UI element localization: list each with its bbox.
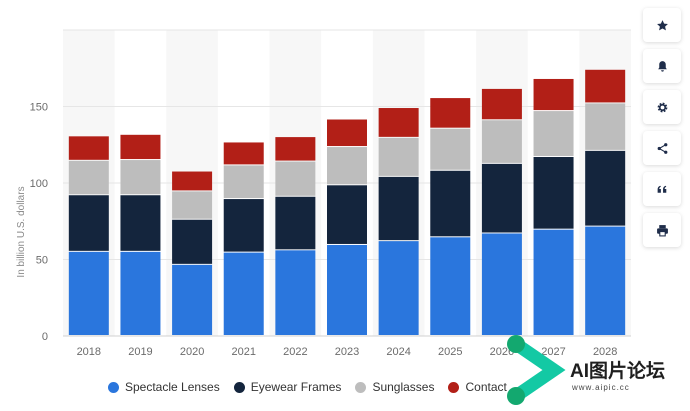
bar-segment[interactable] [430, 98, 471, 128]
bar-segment[interactable] [223, 252, 264, 335]
bar-segment[interactable] [378, 137, 419, 176]
x-tick-label: 2019 [128, 346, 152, 358]
bar-segment[interactable] [481, 163, 522, 233]
y-tick-label: 50 [36, 255, 48, 267]
bar-segment[interactable] [585, 103, 626, 150]
y-axis-label: In billion U.S. dollars [16, 186, 27, 277]
x-tick-label: 2028 [593, 346, 617, 358]
bar-segment[interactable] [68, 136, 109, 160]
bar-segment[interactable] [275, 250, 316, 335]
bars [68, 69, 626, 335]
watermark-url: www.aipic.cc [572, 383, 630, 392]
x-tick-label: 2018 [77, 346, 101, 358]
legend-label: Eyewear Frames [250, 380, 342, 394]
y-tick-label: 150 [30, 102, 48, 114]
x-tick-label: 2024 [386, 346, 410, 358]
bar-segment[interactable] [585, 226, 626, 335]
bar-segment[interactable] [430, 237, 471, 335]
legend-label: Sunglasses [372, 380, 435, 394]
bar-segment[interactable] [430, 128, 471, 170]
favorite-button[interactable] [643, 8, 681, 42]
bar-segment[interactable] [223, 165, 264, 199]
notification-button[interactable] [643, 49, 681, 83]
bar-segment[interactable] [327, 147, 367, 185]
legend-label: Spectacle Lenses [125, 380, 220, 394]
bar-segment[interactable] [481, 88, 522, 120]
bar-segment[interactable] [68, 195, 109, 251]
legend-item-eyewear-frames[interactable]: Eyewear Frames [233, 380, 342, 394]
bar-segment[interactable] [378, 241, 419, 335]
bar-segment[interactable] [120, 251, 161, 335]
y-tick-label: 0 [42, 331, 48, 343]
x-tick-label: 2027 [541, 346, 565, 358]
gear-icon [657, 102, 667, 112]
cite-button[interactable] [643, 172, 681, 206]
x-tick-label: 2025 [438, 346, 462, 358]
x-axis-ticks: 2018 2019 2020 2021 2022 2023 2024 2025 2026 2027… [77, 346, 618, 358]
bar-segment[interactable] [68, 160, 109, 195]
bar-segment[interactable] [533, 229, 574, 335]
legend: Spectacle Lenses Eyewear Frames Sunglass… [108, 376, 508, 398]
legend-swatch [233, 381, 245, 393]
bar-segment[interactable] [533, 111, 574, 156]
star-icon [656, 19, 668, 30]
bar-segment[interactable] [223, 142, 264, 165]
x-tick-label: 2022 [283, 346, 307, 358]
bar-segment[interactable] [172, 264, 213, 335]
y-axis-ticks: 0 50 100 150 [30, 102, 48, 344]
bar-segment[interactable] [120, 195, 161, 251]
bar-segment[interactable] [327, 119, 367, 147]
bar-segment[interactable] [481, 120, 522, 163]
watermark-text: AI图片论坛 [570, 361, 666, 382]
quote-icon [657, 185, 666, 193]
bar-segment[interactable] [223, 199, 264, 252]
chart-toolbar [643, 8, 683, 247]
x-tick-label: 2023 [335, 346, 359, 358]
share-button[interactable] [643, 131, 681, 165]
bar-segment[interactable] [585, 69, 626, 103]
bar-segment[interactable] [378, 176, 419, 241]
bar-segment[interactable] [120, 134, 161, 160]
bar-segment[interactable] [378, 108, 419, 137]
watermark-logo [507, 335, 566, 405]
bar-segment[interactable] [172, 191, 213, 219]
legend-item-contact-lenses[interactable]: Contact Lenses [448, 380, 508, 394]
bar-segment[interactable] [533, 78, 574, 111]
print-button[interactable] [643, 213, 681, 247]
bar-segment[interactable] [172, 171, 213, 191]
legend-swatch [448, 381, 460, 393]
settings-button[interactable] [643, 90, 681, 124]
legend-swatch [108, 381, 119, 393]
y-tick-label: 100 [30, 178, 48, 190]
bell-icon [657, 60, 667, 72]
bar-segment[interactable] [481, 233, 522, 335]
x-tick-label: 2021 [231, 346, 255, 358]
legend-item-sunglasses[interactable]: Sunglasses [355, 380, 434, 394]
bar-segment[interactable] [327, 185, 367, 244]
bar-segment[interactable] [172, 219, 213, 264]
bar-segment[interactable] [275, 196, 316, 250]
bar-segment[interactable] [533, 156, 574, 229]
x-tick-label: 2026 [490, 346, 514, 358]
bar-segment[interactable] [120, 160, 161, 195]
bar-segment[interactable] [275, 161, 316, 196]
bar-segment[interactable] [327, 244, 367, 335]
bar-segment[interactable] [275, 137, 316, 161]
print-icon [656, 224, 668, 236]
bar-segment[interactable] [585, 150, 626, 226]
legend-item-spectacle-lenses[interactable]: Spectacle Lenses [108, 380, 220, 394]
bar-segment[interactable] [430, 170, 471, 237]
legend-swatch [355, 381, 367, 393]
legend-label: Contact Lenses [465, 380, 508, 394]
bar-segment[interactable] [68, 251, 109, 335]
x-tick-label: 2020 [180, 346, 204, 358]
watermark: AI图片论坛 www.aipic.cc [494, 330, 690, 411]
share-icon [657, 142, 667, 154]
